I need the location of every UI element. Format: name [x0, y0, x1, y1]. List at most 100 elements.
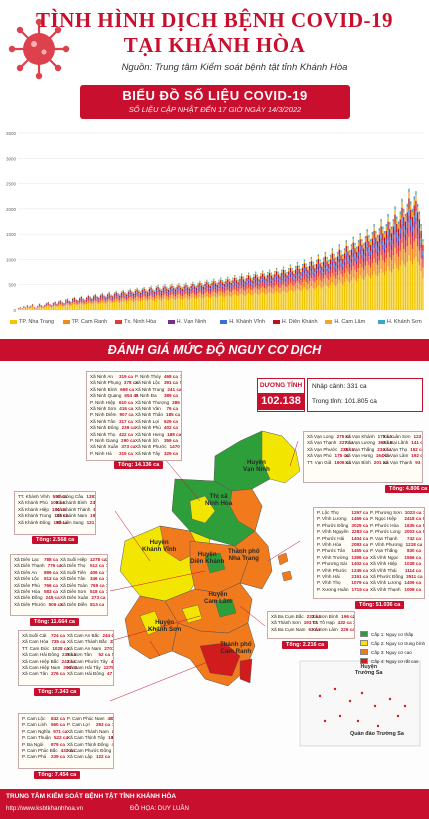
chart-legend: TP. Nha Trang TP. Cam Ranh Tx. Ninh Hòa H. … [0, 319, 429, 331]
ward-name: P. Vĩnh Nguyên [317, 529, 349, 535]
bar-segment [230, 283, 232, 286]
legend-label: H. Khánh Vĩnh [229, 319, 265, 325]
callout-row: Xã Cam Bình286 ca [112, 716, 113, 722]
bar-segment [420, 271, 422, 310]
bar-segment [136, 293, 138, 297]
bar-segment [239, 283, 241, 286]
bar-segment [363, 248, 365, 255]
ward-cases: 1023 ca [404, 510, 422, 515]
callout-row: TT. Cam Đức 1028 ca [22, 646, 69, 652]
bar-segment [260, 283, 262, 288]
bar-segment [261, 271, 264, 274]
bar-segment [338, 246, 340, 250]
coronavirus-icon [8, 18, 70, 80]
ward-cases: 1278 ca [89, 557, 107, 562]
bar-segment [164, 286, 166, 289]
callout-row: P. Ninh Thủy 468 ca [135, 374, 178, 380]
bar-segment [382, 240, 384, 245]
legend-item: H. Khánh Vĩnh [220, 319, 265, 325]
ward-name: Xã Vạn Thắng [345, 446, 375, 452]
callout-row: Xã Diên Thạnh 776 ca [14, 563, 62, 569]
bar-segment [248, 272, 250, 274]
bar-segment [251, 280, 253, 284]
callout-row: TT. Diên Khánh1073 ca [106, 570, 107, 576]
ward-cases: 91 ca [93, 506, 96, 512]
bar-segment [369, 259, 372, 268]
bar-segment [187, 290, 189, 293]
bar-segment [103, 298, 105, 300]
bar-segment [349, 255, 351, 261]
bar-segment [385, 224, 387, 227]
bar-segment [237, 282, 239, 285]
bar-segment [364, 236, 367, 239]
header: TÌNH HÌNH DỊCH BỆNH COVID-19 TẠI KHÁNH H… [0, 0, 429, 80]
bar-segment [136, 296, 138, 300]
callout-row: Xã Cam Hiệp Bắc219 ca [112, 646, 113, 652]
bar-segment [350, 270, 353, 281]
bar-segment [347, 271, 349, 282]
bar-segment [167, 288, 170, 290]
bar-segment [295, 278, 297, 284]
bar-segment [248, 287, 250, 294]
ward-cases: 275 ca [336, 434, 351, 439]
bar-segment [206, 291, 208, 297]
bar-segment [302, 263, 304, 266]
bar-segment [253, 280, 255, 282]
bar-segment [207, 288, 210, 290]
bar-segment [66, 300, 69, 302]
ward-name: P. Phước Tiến [423, 529, 424, 535]
bar-segment [59, 301, 62, 303]
callout-row: Xã Cam Hiệp Nam 394 ca [22, 665, 77, 671]
bar-segment [77, 305, 79, 310]
ward-cases: 270 ca [104, 645, 113, 651]
bar-segment [73, 299, 76, 300]
bar-segment [181, 292, 184, 294]
bar-segment [382, 244, 384, 250]
bar-segment [141, 293, 144, 295]
bar-segment [324, 261, 326, 265]
risk-banner: ĐÁNH GIÁ MỨC ĐỘ NGUY CƠ DỊCH [0, 339, 429, 361]
region-khanh-son-yellow [139, 610, 163, 636]
bar-segment [322, 286, 325, 310]
callout-row: P. Tân Lập973 ca [423, 516, 424, 522]
bar-segment [51, 307, 53, 310]
bar-segment [302, 265, 304, 268]
bar-segment [387, 235, 389, 241]
bar-segment [223, 293, 225, 298]
bar-segment [401, 223, 403, 230]
bar-segment [254, 292, 257, 310]
bar-segment [112, 299, 114, 302]
ward-name: Xã Diên Tân [60, 576, 86, 582]
bar-segment [119, 300, 121, 303]
bar-segment [302, 289, 304, 310]
bar-segment [234, 281, 236, 283]
bar-segment [122, 300, 124, 310]
bar-segment [321, 275, 323, 282]
bar-segment [300, 291, 302, 310]
bar-segment [209, 283, 211, 285]
ward-name: Xã Khánh Đông [18, 519, 51, 525]
ward-cases: 432 ca [60, 748, 75, 754]
bar-segment [382, 272, 384, 310]
region-nha-trang-islands [277, 552, 293, 582]
ward-name: P. Cam Lợi [67, 722, 90, 728]
bar-segment [279, 276, 281, 280]
ward-name: P. Ba Ngòi [22, 741, 44, 747]
callout-row: P. Cam Phú 239 ca [22, 754, 65, 760]
footer-website[interactable]: http://www.ksbtkhanhhoa.vn [6, 805, 84, 812]
bar-segment [326, 258, 328, 262]
bar-segment [169, 290, 171, 293]
bar-segment [65, 300, 67, 302]
chart-banner: BIỂU ĐỒ SỐ LIỆU COVID-19 SỐ LIỆU CẬP NHẬ… [80, 85, 350, 119]
bar-segment [150, 285, 152, 287]
bar-segment [366, 229, 368, 232]
bar-segment [347, 260, 349, 265]
bar-segment [164, 298, 166, 310]
ward-cases: 1398 ca [351, 554, 368, 560]
bar-segment [343, 248, 346, 251]
ward-name: P. Phương Sơn [370, 510, 402, 515]
bar-segment [157, 294, 159, 299]
bar-segment [375, 237, 377, 245]
ward-name: P. Cam Nghĩa [22, 728, 51, 734]
bar-segment [106, 293, 109, 294]
